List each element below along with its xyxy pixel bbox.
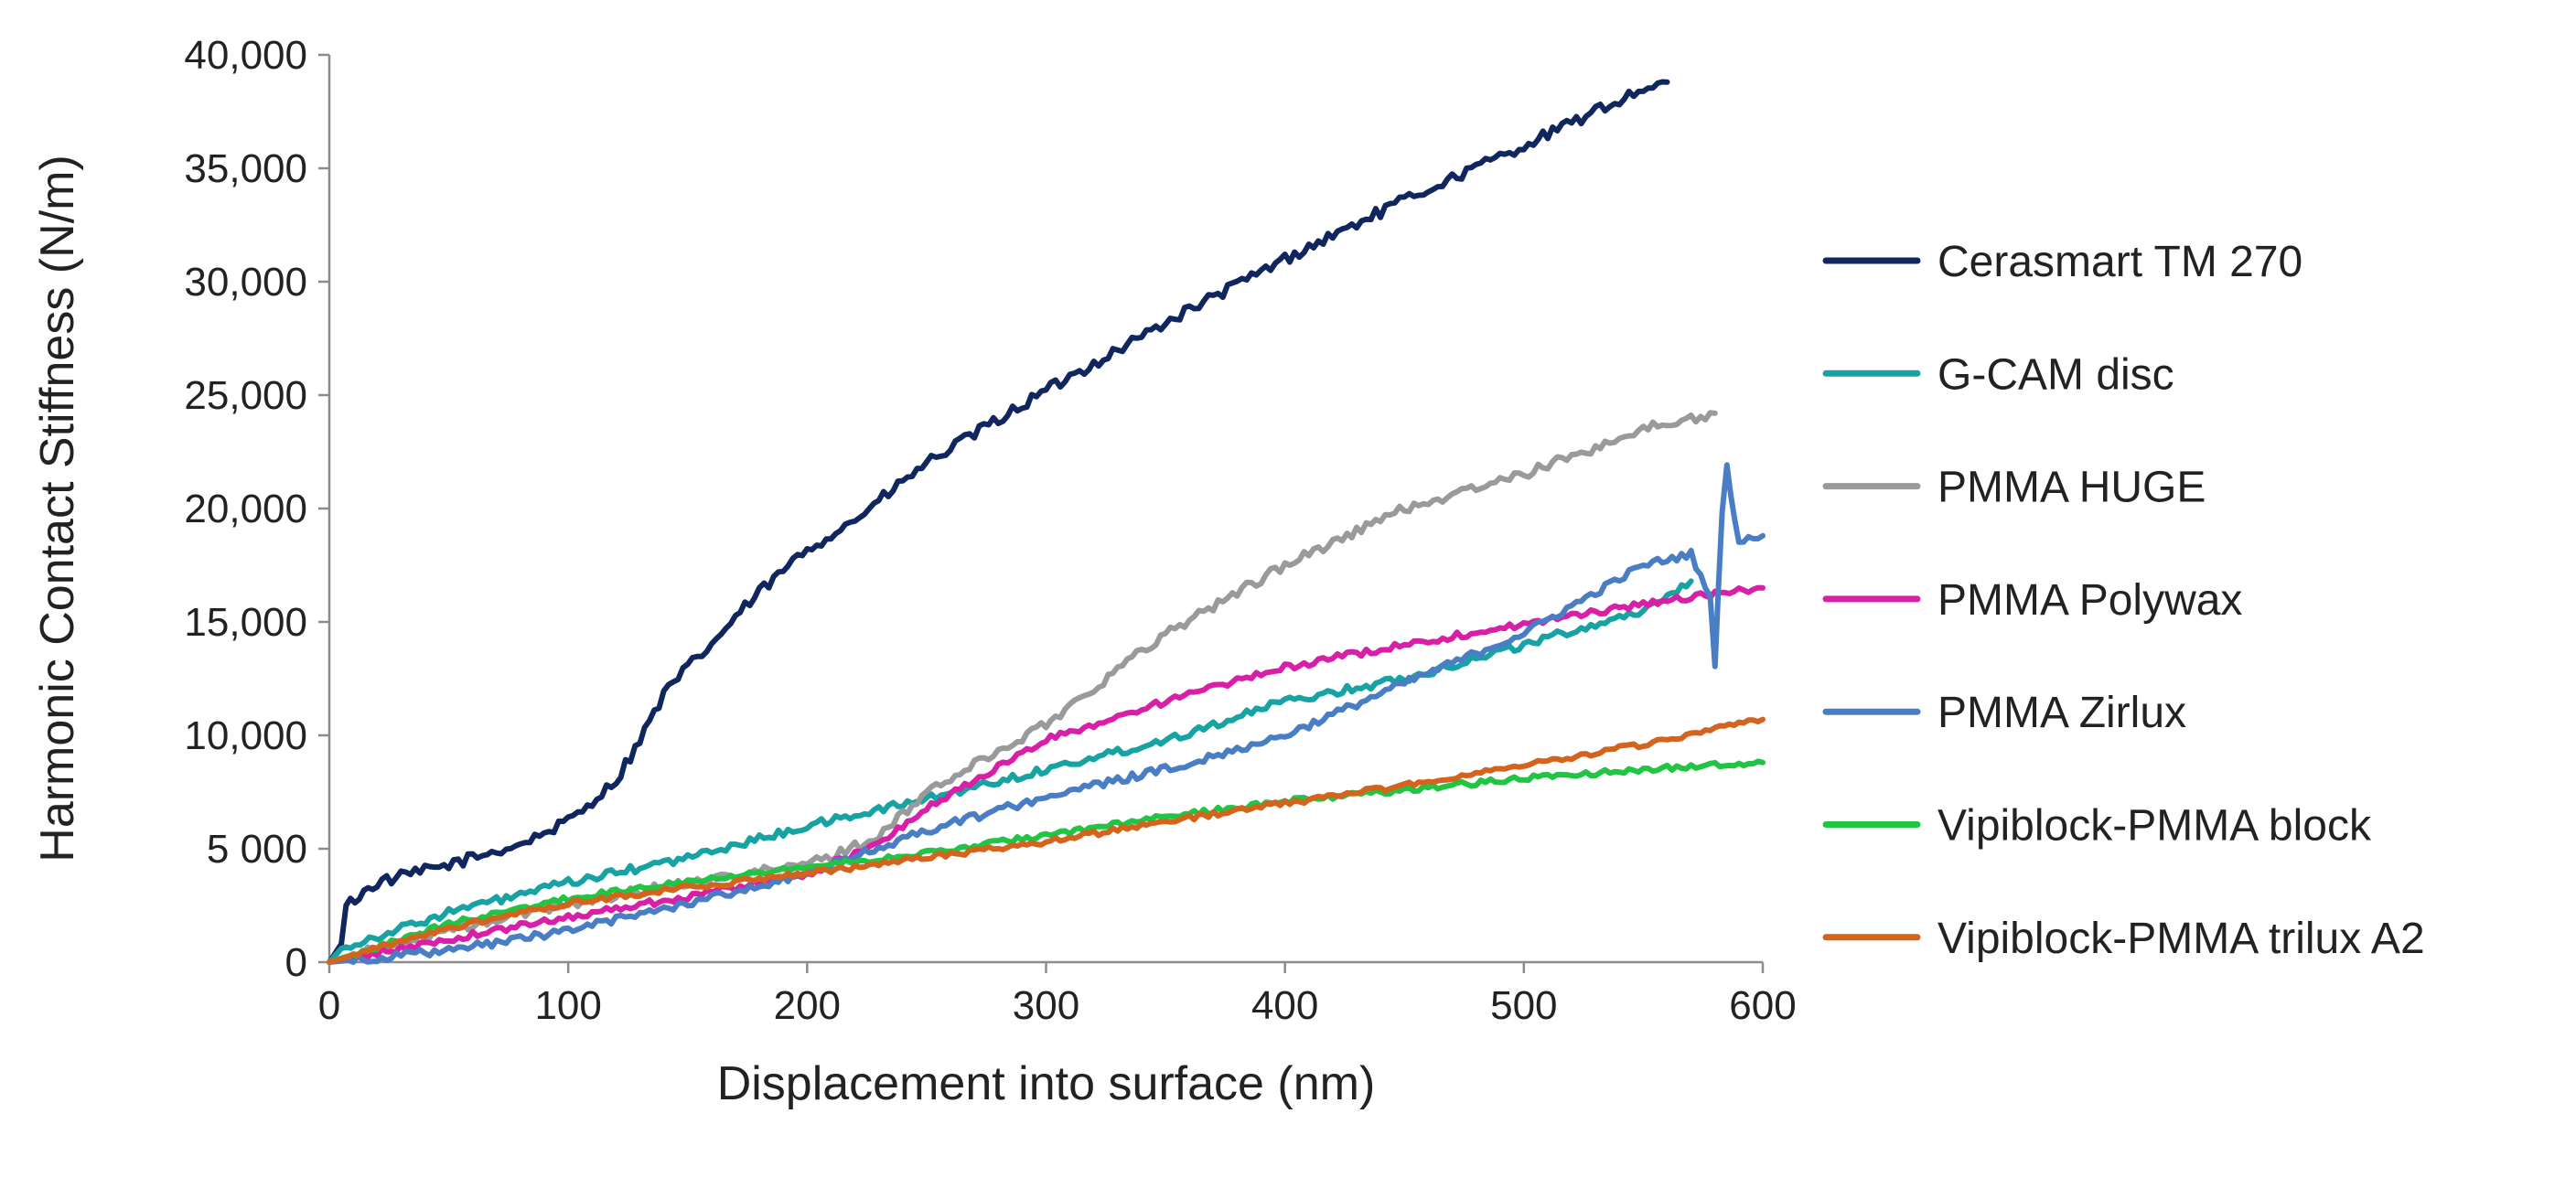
y-axis-ticks: 0 5 000 10,000 15,000 20,000 25,000 30,000 35,0… [184, 33, 329, 985]
y-tick-label: 30,000 [184, 260, 307, 305]
series-line-5 [327, 462, 1766, 965]
y-tick-label: 35,000 [184, 146, 307, 191]
series-line-1 [327, 79, 1670, 965]
axes [327, 55, 1763, 964]
legend-label: Vipiblock-PMMA trilux A2 [1937, 915, 2425, 963]
y-tick-label: 40,000 [184, 33, 307, 78]
legend-label: Cerasmart TM 270 [1937, 238, 2302, 286]
y-tick-label: 0 [285, 940, 307, 985]
y-tick-label: 5 000 [207, 827, 307, 872]
y-tick-label: 10,000 [184, 713, 307, 758]
y-tick-label: 25,000 [184, 373, 307, 418]
x-axis-ticks: 0 100 200 300 400 500 600 [318, 962, 1797, 1028]
series-line-2 [327, 578, 1694, 965]
x-axis-title: Displacement into surface (nm) [717, 1057, 1376, 1110]
legend-label: G-CAM disc [1937, 350, 2174, 399]
legend-label: PMMA HUGE [1937, 464, 2206, 512]
series-line-6 [327, 758, 1766, 965]
legend-label: Vipiblock-PMMA block [1937, 802, 2372, 851]
series-line-3 [327, 410, 1718, 965]
y-tick-label: 20,000 [184, 487, 307, 531]
x-tick-label: 300 [1013, 983, 1079, 1028]
legend: Cerasmart TM 270 G-CAM disc PMMA HUGE PMMA … [1822, 238, 2425, 963]
y-tick-label: 15,000 [184, 600, 307, 645]
legend-label: PMMA Zirlux [1937, 689, 2186, 737]
x-tick-label: 200 [774, 983, 841, 1028]
y-axis-title: Harmonic Contact Stiffness (N/m) [31, 155, 84, 862]
x-tick-label: 0 [318, 983, 340, 1028]
x-tick-label: 400 [1251, 983, 1318, 1028]
x-tick-label: 600 [1729, 983, 1796, 1028]
series-line-7 [327, 716, 1766, 965]
legend-label: PMMA Polywax [1937, 576, 2242, 625]
x-tick-label: 500 [1490, 983, 1557, 1028]
series-layer [327, 79, 1766, 965]
x-tick-label: 100 [534, 983, 601, 1028]
series-line-4 [327, 584, 1766, 965]
